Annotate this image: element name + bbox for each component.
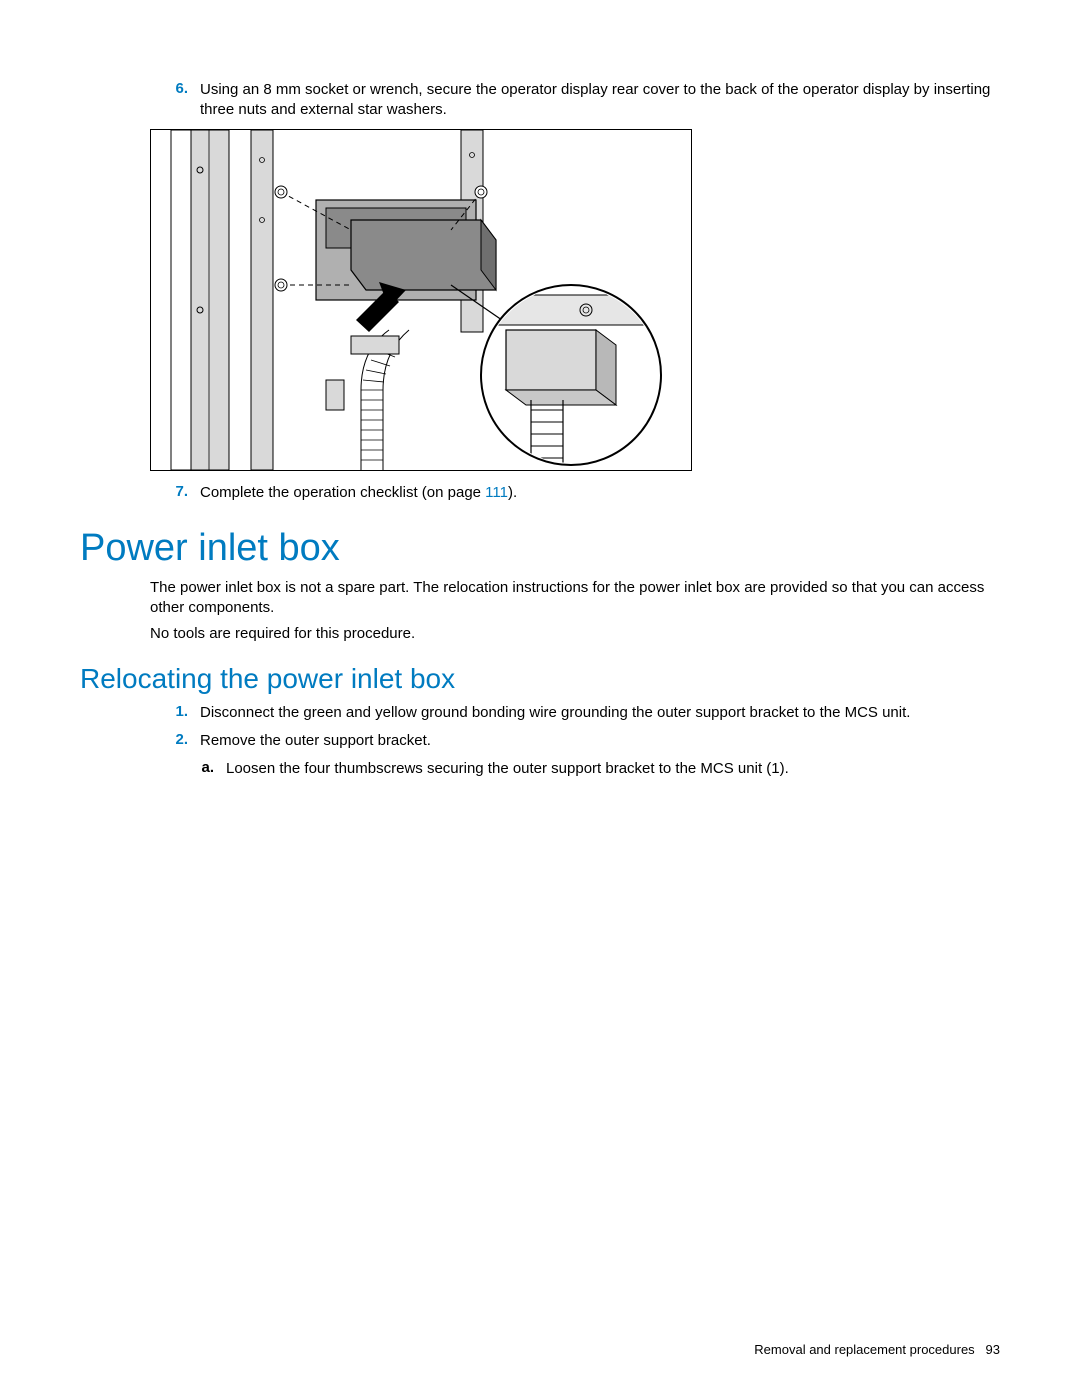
reloc-step-2a: a. Loosen the four thumbscrews securing … (190, 759, 1000, 779)
para-intro: The power inlet box is not a spare part.… (150, 578, 1000, 619)
step-6-text: Using an 8 mm socket or wrench, secure t… (200, 80, 1000, 121)
figure-rear-cover (150, 129, 692, 471)
step-6: 6. Using an 8 mm socket or wrench, secur… (160, 80, 1000, 121)
step-7-post: ). (508, 484, 517, 501)
step-6-number: 6. (160, 80, 200, 121)
reloc-step-1-text: Disconnect the green and yellow ground b… (200, 703, 1000, 723)
reloc-step-1-number: 1. (160, 703, 200, 723)
reloc-step-2-number: 2. (160, 731, 200, 751)
step-7-number: 7. (160, 483, 200, 503)
figure-svg (151, 130, 691, 470)
heading-relocating: Relocating the power inlet box (80, 663, 1000, 695)
reloc-step-2-text: Remove the outer support bracket. (200, 731, 1000, 751)
step-7: 7. Complete the operation checklist (on … (160, 483, 1000, 503)
page-link-111[interactable]: 111 (485, 484, 508, 501)
reloc-step-2a-text: Loosen the four thumbscrews securing the… (226, 759, 1000, 779)
page-footer: Removal and replacement procedures 93 (754, 1342, 1000, 1357)
footer-section: Removal and replacement procedures (754, 1342, 974, 1357)
reloc-step-2: 2. Remove the outer support bracket. (160, 731, 1000, 751)
footer-page-number: 93 (986, 1342, 1000, 1357)
step-7-pre: Complete the operation checklist (on pag… (200, 484, 485, 501)
step-7-text: Complete the operation checklist (on pag… (200, 483, 1000, 503)
reloc-step-1: 1. Disconnect the green and yellow groun… (160, 703, 1000, 723)
reloc-step-2a-number: a. (190, 759, 226, 779)
para-no-tools: No tools are required for this procedure… (150, 624, 1000, 644)
heading-power-inlet-box: Power inlet box (80, 527, 1000, 570)
page: 6. Using an 8 mm socket or wrench, secur… (0, 0, 1080, 1397)
